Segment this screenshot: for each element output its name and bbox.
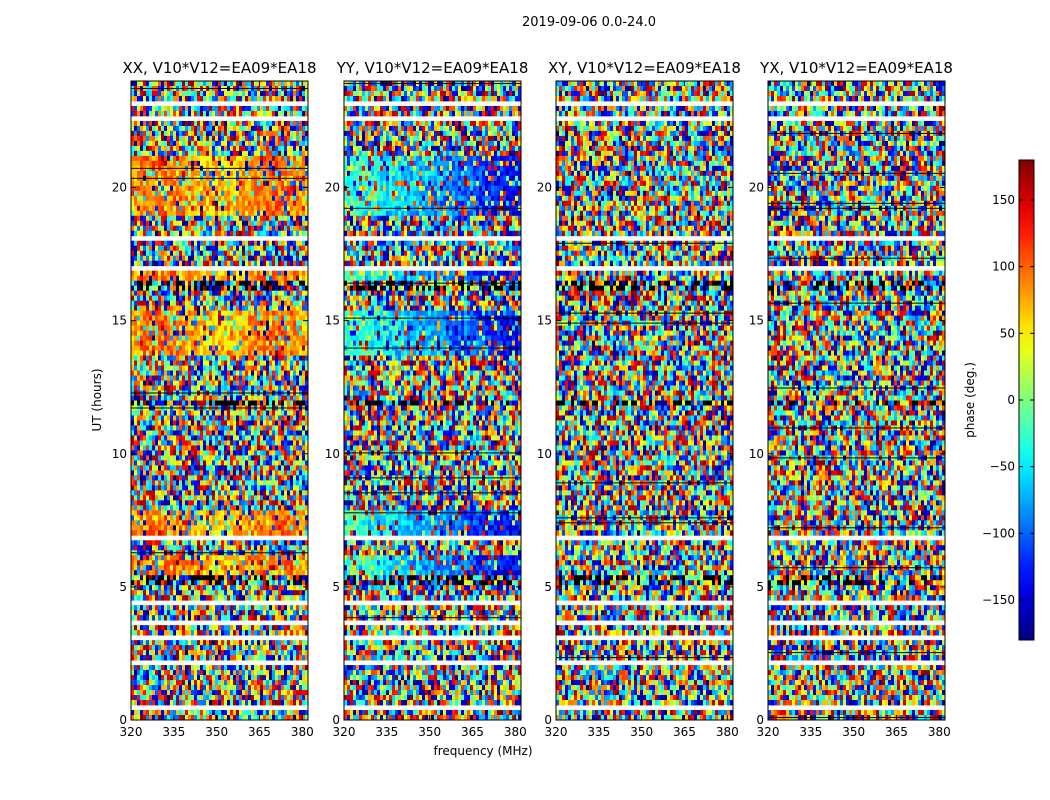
x-tick-label: 365 (248, 725, 271, 739)
colorbar-tick-label: −100 (982, 526, 1015, 540)
x-tick-label: 320 (120, 725, 143, 739)
panel-title: YX, V10*V12=EA09*EA18 (759, 59, 953, 77)
colorbar-tick-label: −50 (990, 460, 1015, 474)
y-tick-label: 20 (537, 181, 552, 195)
x-tick-label: 365 (885, 725, 908, 739)
y-tick-label: 0 (544, 713, 552, 727)
x-tick-label: 335 (162, 725, 185, 739)
y-tick-label: 10 (537, 447, 552, 461)
x-tick-label: 320 (757, 725, 780, 739)
x-tick-label: 335 (587, 725, 610, 739)
figure-title: 2019-09-06 0.0-24.0 (522, 15, 656, 30)
x-tick-label: 350 (630, 725, 653, 739)
x-tick-label: 350 (205, 725, 228, 739)
phase-cells (131, 81, 308, 720)
y-tick-label: 10 (749, 447, 764, 461)
x-tick-label: 380 (504, 725, 527, 739)
y-tick-label: 20 (749, 181, 764, 195)
colorbar-tick-label: 100 (992, 260, 1015, 274)
y-tick-label: 5 (544, 580, 552, 594)
y-tick-label: 10 (112, 447, 127, 461)
x-tick-label: 335 (375, 725, 398, 739)
y-tick-label: 20 (112, 181, 127, 195)
panel-frame (130, 80, 309, 721)
colorbar: 150 100 50 0 −50 −100 −150 (982, 159, 1035, 641)
phase-cells (768, 81, 945, 720)
y-tick-label: 15 (112, 314, 127, 328)
phase-cells (344, 81, 521, 720)
y-tick-label: 0 (756, 713, 764, 727)
panel-frame (343, 80, 522, 721)
x-tick-label: 320 (333, 725, 356, 739)
panel-title: XY, V10*V12=EA09*EA18 (548, 59, 741, 77)
x-tick-label: 380 (928, 725, 951, 739)
x-tick-label: 350 (842, 725, 865, 739)
x-tick-label: 380 (716, 725, 739, 739)
y-tick-label: 0 (119, 713, 127, 727)
phase-cells (556, 81, 733, 720)
y-tick-label: 5 (332, 580, 340, 594)
colorbar-label: phase (deg.) (963, 362, 977, 438)
x-tick-label: 335 (799, 725, 822, 739)
colorbar-tick-label: −150 (982, 593, 1015, 607)
panel-xx: XX, V10*V12=EA09*EA18 320 335 350 365 380 0 5 10… (112, 59, 317, 739)
panels: XX, V10*V12=EA09*EA18 320 335 350 365 380 0 5 10… (112, 59, 953, 739)
x-tick-label: 350 (418, 725, 441, 739)
y-tick-label: 5 (756, 580, 764, 594)
panel-xy: XY, V10*V12=EA09*EA18 320 335 350 365 380 0 5 10… (537, 59, 741, 739)
y-tick-label: 10 (325, 447, 340, 461)
panel-yy: YY, V10*V12=EA09*EA18 320 335 350 365 380 0 5 10… (325, 59, 529, 739)
x-tick-label: 365 (461, 725, 484, 739)
panel-title: YY, V10*V12=EA09*EA18 (336, 59, 529, 77)
x-tick-label: 320 (545, 725, 568, 739)
y-axis-label: UT (hours) (90, 368, 104, 431)
colorbar-tick-label: 50 (1000, 326, 1015, 340)
y-tick-label: 5 (119, 580, 127, 594)
colorbar-tick-label: 150 (992, 193, 1015, 207)
x-axis-label: frequency (MHz) (433, 744, 532, 758)
y-tick-label: 15 (325, 314, 340, 328)
y-tick-label: 15 (537, 314, 552, 328)
panel-title: XX, V10*V12=EA09*EA18 (122, 59, 316, 77)
x-tick-label: 380 (291, 725, 314, 739)
x-tick-label: 365 (673, 725, 696, 739)
panel-yx: YX, V10*V12=EA09*EA18 320 335 350 365 380 0 5 10… (749, 59, 953, 739)
colorbar-tick-label: 0 (1007, 393, 1015, 407)
y-tick-label: 20 (325, 181, 340, 195)
y-tick-label: 0 (332, 713, 340, 727)
panel-frame (555, 80, 734, 721)
panel-frame (767, 80, 946, 721)
y-tick-label: 15 (749, 314, 764, 328)
